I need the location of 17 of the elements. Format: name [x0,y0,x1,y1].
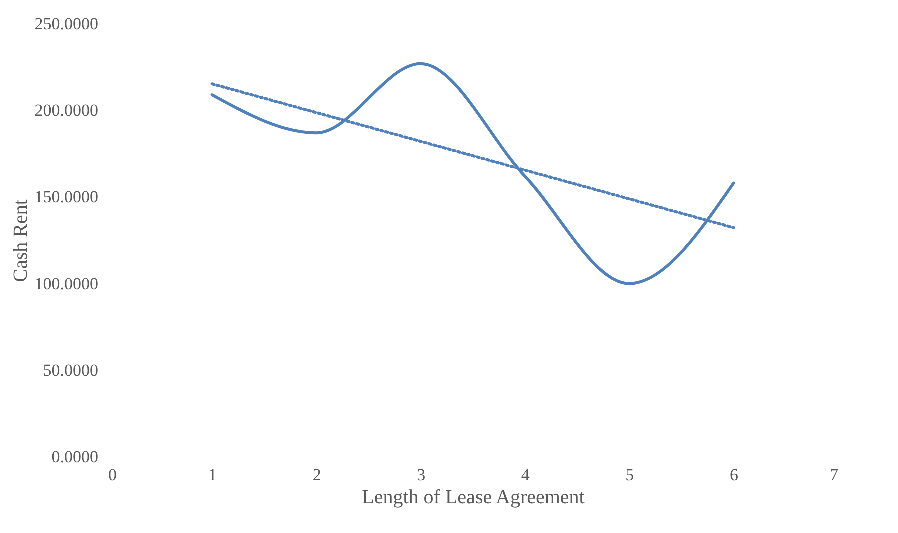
y-tick-label: 200.0000 [34,101,98,120]
x-tick-label: 6 [730,466,738,484]
x-tick-label: 0 [108,466,117,484]
y-tick-label: 150.0000 [34,188,98,207]
x-tick-label: 3 [417,466,426,484]
x-tick-label: 2 [312,466,322,484]
y-tick-label: 50.0000 [43,360,98,380]
y-axis-title: Cash Rent [10,199,32,282]
x-tick-label: 7 [830,466,839,484]
x-tick-label: 4 [521,466,530,484]
x-tick-label: 1 [208,466,218,484]
y-tick-label: 0.0000 [52,448,98,466]
line-series [210,62,736,286]
y-tick-label: 100.0000 [34,274,98,294]
y-tick-label: 250.0000 [34,14,98,34]
x-tick-label: 5 [626,466,634,484]
x-axis-title: Length of Lease Agreement [362,486,586,508]
